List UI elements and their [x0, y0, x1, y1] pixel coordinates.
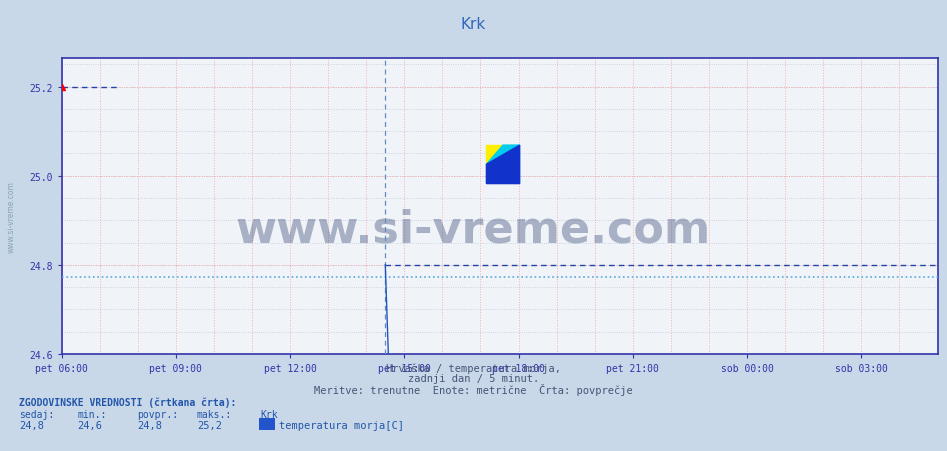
Text: zadnji dan / 5 minut.: zadnji dan / 5 minut.: [408, 373, 539, 383]
Text: min.:: min.:: [78, 409, 107, 419]
Text: Krk: Krk: [260, 409, 278, 419]
Text: povpr.:: povpr.:: [137, 409, 178, 419]
Polygon shape: [487, 146, 520, 184]
Text: Hrvaška / temperatura morja,: Hrvaška / temperatura morja,: [386, 362, 561, 373]
Polygon shape: [487, 146, 503, 165]
Text: www.si-vreme.com: www.si-vreme.com: [236, 208, 711, 251]
Text: www.si-vreme.com: www.si-vreme.com: [7, 180, 16, 253]
Text: ZGODOVINSKE VREDNOSTI (črtkana črta):: ZGODOVINSKE VREDNOSTI (črtkana črta):: [19, 397, 237, 408]
Text: 24,8: 24,8: [137, 420, 162, 430]
Polygon shape: [487, 146, 520, 165]
Text: 24,8: 24,8: [19, 420, 44, 430]
Text: temperatura morja[C]: temperatura morja[C]: [279, 420, 404, 430]
Text: 25,2: 25,2: [197, 420, 222, 430]
Text: sedaj:: sedaj:: [19, 409, 54, 419]
Text: Meritve: trenutne  Enote: metrične  Črta: povprečje: Meritve: trenutne Enote: metrične Črta: …: [314, 383, 633, 395]
Text: 24,6: 24,6: [78, 420, 102, 430]
Text: Krk: Krk: [461, 17, 486, 32]
Text: maks.:: maks.:: [197, 409, 232, 419]
